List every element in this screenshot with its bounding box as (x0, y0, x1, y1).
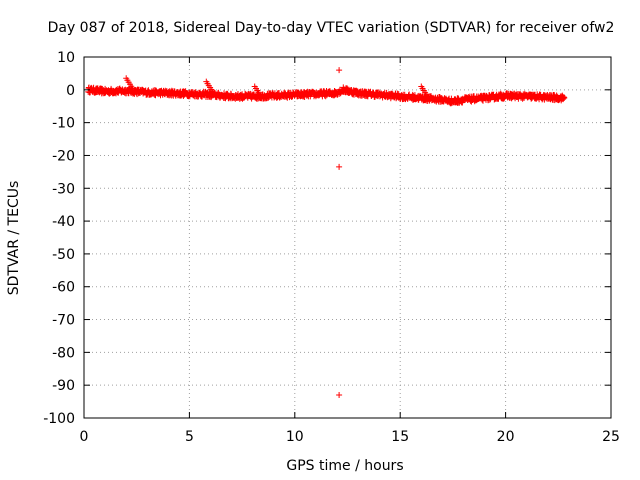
outlier-point (336, 67, 343, 74)
grid-lines (84, 57, 611, 418)
y-tick-label: -20 (52, 148, 75, 164)
y-tick-label: 10 (57, 50, 75, 66)
x-tick-label: 25 (602, 429, 620, 445)
data-point (209, 88, 216, 95)
data-points (85, 67, 568, 398)
y-tick-label: -50 (52, 247, 75, 263)
data-point (561, 94, 568, 101)
y-tick-label: -70 (52, 313, 75, 329)
y-tick-label: -90 (52, 378, 75, 394)
y-axis-label: SDTVAR / TECUs (6, 181, 22, 296)
x-tick-label: 10 (286, 429, 304, 445)
y-tick-label: -100 (43, 411, 75, 427)
x-tick-label: 5 (185, 429, 194, 445)
y-tick-label: -10 (52, 116, 75, 132)
plot-frame (83, 56, 612, 419)
x-axis-label: GPS time / hours (286, 458, 403, 474)
x-tick-label: 15 (391, 429, 409, 445)
outlier-point (336, 392, 343, 398)
x-tick-label: 20 (497, 429, 515, 445)
axis-ticks: 10 0 -10 -20 -30 -40 -50 -60 -70 -80 -90 -100 0 5 10 15… (43, 50, 620, 445)
data-point (424, 93, 431, 100)
chart-title: Day 087 of 2018, Sidereal Day-to-day VTE… (48, 20, 615, 36)
data-point (258, 93, 265, 100)
data-point (129, 85, 136, 92)
y-tick-label: 0 (66, 83, 75, 99)
outlier-point (336, 163, 343, 170)
y-tick-label: -40 (52, 214, 75, 230)
y-tick-label: -30 (52, 181, 75, 197)
y-tick-label: -80 (52, 345, 75, 361)
y-tick-label: -60 (52, 280, 75, 296)
x-tick-label: 0 (80, 429, 89, 445)
